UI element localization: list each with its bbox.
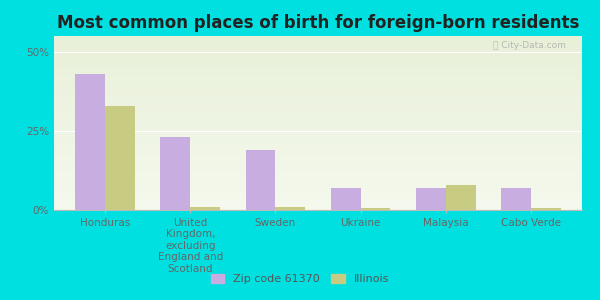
Bar bbox=[501, 188, 531, 210]
Bar bbox=[75, 74, 105, 210]
Bar bbox=[531, 208, 561, 210]
Text: ⓘ City-Data.com: ⓘ City-Data.com bbox=[493, 41, 566, 50]
Bar bbox=[245, 150, 275, 210]
Title: Most common places of birth for foreign-born residents: Most common places of birth for foreign-… bbox=[57, 14, 579, 32]
Bar bbox=[275, 207, 305, 210]
Bar bbox=[361, 208, 391, 210]
Bar bbox=[105, 106, 135, 210]
Legend: Zip code 61370, Illinois: Zip code 61370, Illinois bbox=[207, 269, 393, 288]
Bar bbox=[416, 188, 446, 210]
Bar bbox=[446, 185, 476, 210]
Bar bbox=[160, 137, 190, 210]
Bar bbox=[331, 188, 361, 210]
Bar bbox=[190, 207, 220, 210]
